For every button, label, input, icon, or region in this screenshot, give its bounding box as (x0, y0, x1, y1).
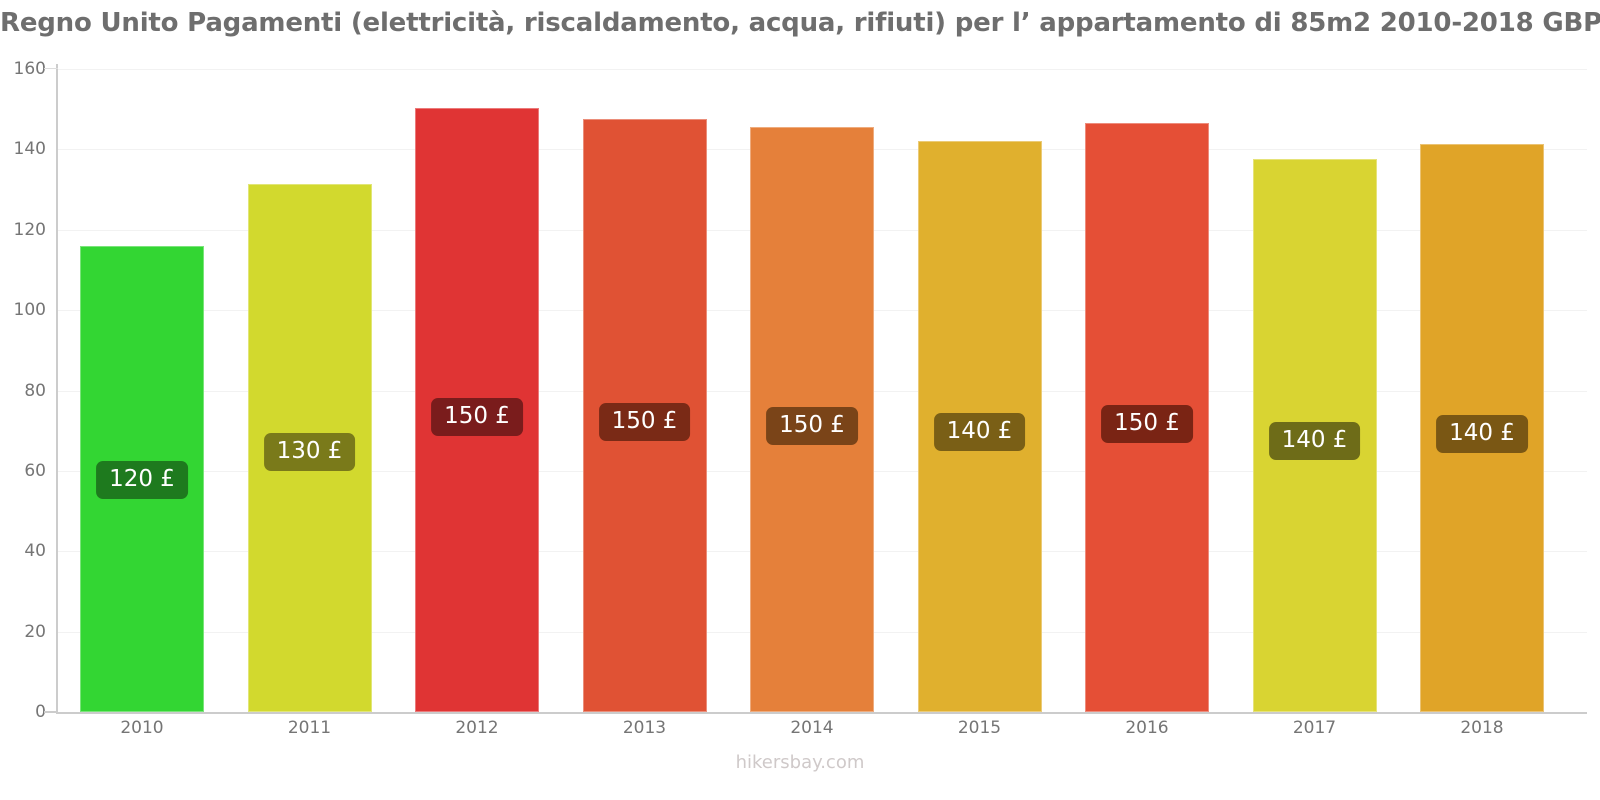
x-tick-label-2016: 2016 (1125, 718, 1169, 738)
bar-value-label-2013: 150 £ (598, 403, 691, 442)
bar-2017[interactable]: 140 £ (1252, 159, 1377, 712)
x-axis-tick-0 (44, 711, 58, 713)
x-tick-label-2012: 2012 (455, 718, 499, 738)
watermark: hikersbay.com (735, 752, 865, 773)
x-tick-label-2011: 2011 (287, 718, 332, 738)
bar-value-label-2018: 140 £ (1436, 414, 1528, 453)
gridline-160 (57, 69, 1587, 70)
bar-2014[interactable]: 150 £ (750, 127, 874, 712)
y-tick-label-100: 100 (13, 300, 46, 321)
x-tick-label-2010: 2010 (120, 718, 164, 738)
bar-value-label-2014: 150 £ (766, 406, 858, 445)
y-tick-label-40: 40 (24, 541, 46, 562)
bar-value-label-2017: 140 £ (1268, 421, 1361, 460)
chart-title: Regno Unito Pagamenti (elettricità, risc… (0, 8, 1600, 38)
y-tick-label-20: 20 (24, 621, 46, 642)
y-tick-label-0: 0 (35, 702, 46, 722)
bar-value-label-2015: 140 £ (933, 413, 1026, 452)
bar-2012[interactable]: 150 £ (415, 107, 539, 712)
gridline-0 (57, 712, 1587, 714)
y-tick-label-160: 160 (13, 59, 46, 79)
y-axis-tick-160 (44, 68, 58, 69)
y-tick-label-60: 60 (24, 460, 46, 481)
y-axis-line (56, 64, 58, 714)
y-tick-label-140: 140 (13, 139, 46, 160)
bar-2011[interactable]: 130 £ (247, 183, 372, 712)
x-tick-label-2014: 2014 (790, 718, 834, 738)
bar-series: 120 £ 2010 130 £ 2011 150 £ 2012 150 £ 2013 150 … (57, 0, 1600, 800)
x-tick-label-2018: 2018 (1460, 718, 1504, 738)
bar-value-label-2016: 150 £ (1101, 405, 1193, 444)
x-tick-label-2017: 2017 (1292, 718, 1337, 738)
y-axis-tick-labels: 160 140 120 100 80 60 40 20 0 (0, 0, 50, 800)
bar-2010[interactable]: 120 £ (80, 245, 204, 712)
x-tick-label-2015: 2015 (957, 718, 1002, 738)
bar-value-label-2011: 130 £ (263, 432, 356, 471)
bar-value-label-2012: 150 £ (431, 398, 523, 437)
x-tick-label-2013: 2013 (622, 718, 667, 738)
y-tick-label-120: 120 (13, 219, 46, 240)
bar-2016[interactable]: 150 £ (1085, 123, 1209, 712)
y-tick-label-80: 80 (24, 380, 46, 401)
bar-value-label-2010: 120 £ (96, 460, 188, 499)
bar-2018[interactable]: 140 £ (1420, 144, 1544, 712)
bar-2015[interactable]: 140 £ (917, 141, 1042, 712)
bar-2013[interactable]: 150 £ (582, 119, 707, 712)
